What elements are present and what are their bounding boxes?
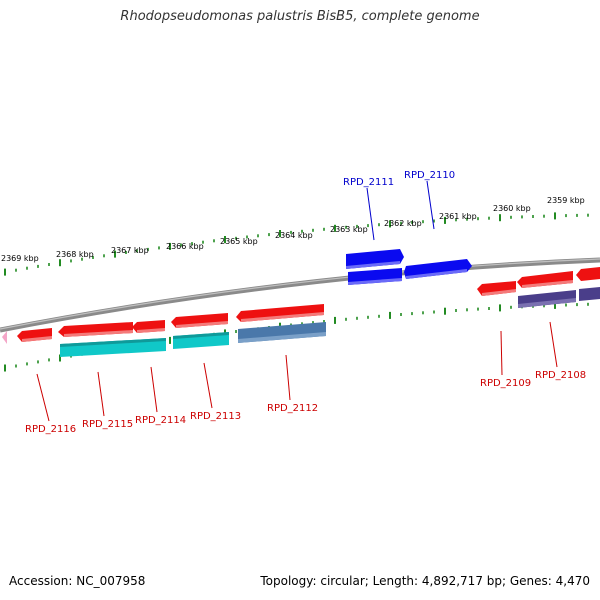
cds-reverse-shade <box>64 330 133 337</box>
scale-label: 2361 kbp <box>439 212 477 221</box>
gene-reverse[interactable] <box>579 287 600 301</box>
cds-reverse-shade <box>176 321 228 328</box>
gene-labels: RPD_2111 RPD_2110 RPD_2116 RPD_2115 RPD_… <box>25 170 586 435</box>
cds-forward-shade <box>348 278 402 285</box>
scale-label: 2363 kbp <box>330 225 368 234</box>
scale-label: 2359 kbp <box>547 196 585 205</box>
cds-reverse[interactable] <box>2 331 7 344</box>
gene-label-rpd-2109[interactable]: RPD_2109 <box>480 378 531 389</box>
cds-reverse-shade <box>522 280 573 288</box>
gene-label-rpd-2114[interactable]: RPD_2114 <box>135 415 186 426</box>
cds-reverse[interactable] <box>576 267 600 281</box>
cds-reverse-shade <box>241 312 324 322</box>
cds-reverse-shade <box>137 328 165 333</box>
gene-reverse-shade <box>518 298 576 308</box>
genome-backbone-highlight <box>0 258 600 330</box>
gene-reverse-shade <box>173 332 229 339</box>
scale-ticks-top <box>4 212 589 276</box>
gene-label-rpd-2111[interactable]: RPD_2111 <box>343 177 394 188</box>
cds-reverse-shade <box>482 289 516 296</box>
gene-reverse-shade <box>60 338 166 347</box>
scale-label: 2360 kbp <box>493 204 531 213</box>
gene-label-rpd-2110[interactable]: RPD_2110 <box>404 170 455 181</box>
gene-label-rpd-2108[interactable]: RPD_2108 <box>535 370 586 381</box>
scale-label: 2369 kbp <box>1 254 39 263</box>
cds-forward-shade <box>346 261 400 269</box>
reverse-strand-genes <box>2 267 600 357</box>
scale-label: 2365 kbp <box>220 237 258 246</box>
gene-label-rpd-2112[interactable]: RPD_2112 <box>267 403 318 414</box>
gene-label-rpd-2115[interactable]: RPD_2115 <box>82 419 133 430</box>
scale-label: 2362 kbp <box>384 219 422 228</box>
scale-labels: 2369 kbp 2368 kbp 2367 kbp 2366 kbp 2365… <box>1 196 585 263</box>
gene-reverse-shade <box>238 332 326 343</box>
label-leaders <box>36 180 558 422</box>
scale-label: 2367 kbp <box>111 246 149 255</box>
gene-label-rpd-2113[interactable]: RPD_2113 <box>190 411 241 422</box>
genome-backbone <box>0 257 600 333</box>
accession-text: Accession: NC_007958 <box>9 574 146 588</box>
cds-forward-shade <box>406 269 467 279</box>
scale-label: 2368 kbp <box>56 250 94 259</box>
gene-label-rpd-2116[interactable]: RPD_2116 <box>25 424 76 435</box>
cds-reverse-shade <box>22 336 52 342</box>
scale-label: 2364 kbp <box>275 231 313 240</box>
cds-reverse[interactable] <box>236 304 324 322</box>
scale-label: 2366 kbp <box>166 242 204 251</box>
map-title: Rhodopseudomonas palustris BisB5, comple… <box>120 9 480 24</box>
forward-strand-genes <box>346 249 472 285</box>
cds-forward[interactable] <box>404 259 472 279</box>
topology-text: Topology: circular; Length: 4,892,717 bp… <box>260 574 590 588</box>
